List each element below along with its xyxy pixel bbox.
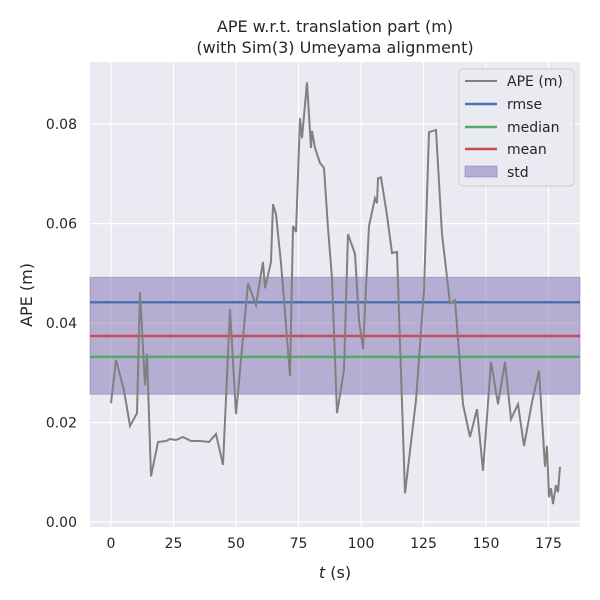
- x-axis-unit: (s): [325, 563, 351, 582]
- x-tick-label: 25: [165, 536, 183, 552]
- y-tick-label: 0.08: [46, 117, 77, 133]
- y-tick-label: 0.00: [46, 515, 77, 531]
- legend-median: median: [507, 120, 559, 136]
- x-tick-label: 100: [348, 536, 375, 552]
- x-tick-label: 75: [290, 536, 308, 552]
- legend-rmse: rmse: [507, 97, 542, 113]
- chart-subtitle: (with Sim(3) Umeyama alignment): [196, 38, 473, 57]
- y-tick-label: 0.04: [46, 316, 77, 332]
- tick-labels: 0 25 50 75 100 125 150 175 0.00 0.02 0.04 0.06 0.08: [46, 117, 562, 552]
- x-tick-label: 50: [227, 536, 245, 552]
- legend-ape: APE (m): [507, 74, 563, 90]
- legend-mean: mean: [507, 142, 547, 158]
- y-tick-label: 0.06: [46, 217, 77, 233]
- x-tick-label: 150: [473, 536, 500, 552]
- legend-std: std: [507, 165, 529, 181]
- x-tick-label: 175: [535, 536, 562, 552]
- chart-title: APE w.r.t. translation part (m): [217, 17, 453, 36]
- x-tick-label: 0: [107, 536, 116, 552]
- legend: APE (m) rmse median mean std: [458, 68, 575, 187]
- x-axis-label: t (s): [319, 563, 351, 582]
- x-tick-label: 125: [410, 536, 437, 552]
- legend-box: [458, 68, 575, 187]
- y-tick-label: 0.02: [46, 416, 77, 432]
- y-axis-label: APE (m): [17, 263, 36, 327]
- x-axis-var: t: [319, 563, 326, 582]
- ape-series-line: [110, 82, 561, 505]
- legend-std-swatch: [464, 165, 498, 178]
